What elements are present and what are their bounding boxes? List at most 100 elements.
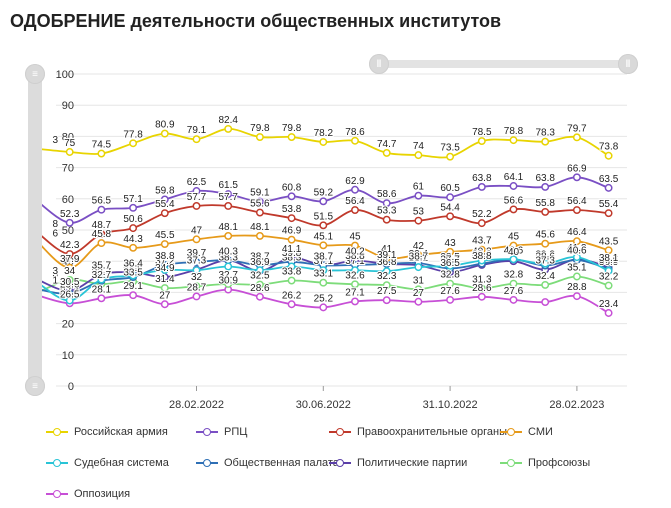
data-label: 57.7 bbox=[187, 192, 207, 203]
data-label: 37.1 bbox=[187, 256, 207, 267]
y-tick-label: 20 bbox=[62, 319, 74, 331]
data-label: 45 bbox=[508, 232, 520, 243]
series-3-point bbox=[129, 243, 138, 252]
data-label: 45.5 bbox=[155, 230, 175, 241]
vertical-range-scrollbar[interactable] bbox=[28, 70, 42, 388]
series-2-point bbox=[97, 230, 106, 239]
x-tick-label: 28.02.2023 bbox=[549, 399, 604, 411]
data-label: 40.3 bbox=[218, 246, 238, 257]
data-label: 41.1 bbox=[282, 244, 302, 255]
series-8-point bbox=[192, 292, 201, 301]
data-label: 32.3 bbox=[377, 271, 397, 282]
data-label: 40.2 bbox=[472, 247, 492, 258]
series-1-point bbox=[477, 182, 486, 191]
data-label: 39.8 bbox=[282, 248, 302, 259]
series-4-point bbox=[351, 266, 359, 275]
series-8-point bbox=[446, 295, 455, 304]
horizontal-range-handle-right[interactable]: ‖ bbox=[618, 54, 638, 74]
chart-title: ОДОБРЕНИЕ деятельности общественных инст… bbox=[10, 11, 502, 31]
data-label: 55.4 bbox=[599, 199, 619, 210]
series-8-point bbox=[160, 300, 169, 309]
series-1-point bbox=[382, 199, 391, 208]
legend-item[interactable]: Российская армия bbox=[46, 424, 168, 440]
series-0-point bbox=[129, 139, 138, 148]
data-label: 78.6 bbox=[345, 127, 365, 138]
vertical-range-handle-bottom[interactable]: ≡ bbox=[25, 376, 45, 396]
data-label: 51.5 bbox=[314, 211, 334, 222]
data-label: 36.4 bbox=[123, 258, 143, 269]
legend-item[interactable]: Правоохранительные органы bbox=[329, 424, 507, 440]
data-label: 63.8 bbox=[535, 173, 555, 184]
data-label: 35.7 bbox=[92, 261, 112, 272]
series-7-point bbox=[255, 280, 264, 289]
series-8-point bbox=[351, 297, 359, 306]
legend-item[interactable]: Политические партии bbox=[329, 455, 467, 471]
series-2-point bbox=[414, 216, 423, 225]
data-label: 82.4 bbox=[218, 115, 238, 126]
y-tick-label: 70 bbox=[62, 163, 74, 175]
data-label: 62.9 bbox=[345, 176, 365, 187]
data-label: 41 bbox=[381, 244, 393, 255]
data-label: 48.1 bbox=[250, 222, 270, 233]
series-2-point bbox=[509, 205, 518, 214]
data-label: 56.6 bbox=[504, 195, 524, 206]
legend-item[interactable]: Общественная палата bbox=[196, 455, 339, 471]
data-label: 26.2 bbox=[282, 290, 302, 301]
y-tick-label: 60 bbox=[62, 194, 74, 206]
data-label: 25.2 bbox=[314, 293, 334, 304]
data-label: 75 bbox=[64, 138, 76, 149]
data-label: 46.4 bbox=[567, 227, 587, 238]
data-label: 40.2 bbox=[345, 247, 365, 258]
data-label: 27.6 bbox=[504, 286, 524, 297]
legend-label: Судебная система bbox=[74, 457, 169, 469]
data-label: 35.1 bbox=[567, 262, 587, 273]
series-1-point bbox=[541, 182, 550, 191]
series-8-point bbox=[287, 300, 296, 309]
data-label: 46.9 bbox=[282, 226, 302, 237]
data-label: 35.4 bbox=[123, 262, 143, 273]
series-8-point bbox=[414, 297, 423, 306]
data-label: 52.2 bbox=[472, 209, 492, 220]
legend-item[interactable]: Судебная система bbox=[46, 455, 169, 471]
legend-item[interactable]: РПЦ bbox=[196, 424, 247, 440]
series-8-point bbox=[255, 292, 264, 301]
data-label: 60.8 bbox=[282, 182, 302, 193]
series-3-point bbox=[65, 263, 74, 272]
data-label: 38.7 bbox=[314, 251, 334, 262]
vertical-range-handle-top[interactable]: ≡ bbox=[25, 64, 45, 84]
data-label: 6 bbox=[52, 228, 58, 239]
series-4-point bbox=[129, 271, 138, 280]
legend-item[interactable]: Профсоюзы bbox=[500, 455, 590, 471]
data-label: 29.6 bbox=[60, 280, 80, 291]
data-label: 39.2 bbox=[472, 250, 492, 261]
data-label: 28.7 bbox=[187, 282, 207, 293]
data-label: 36.9 bbox=[599, 257, 619, 268]
data-label: 79.8 bbox=[282, 123, 302, 134]
data-label: 64.1 bbox=[504, 172, 524, 183]
data-label: 32 bbox=[191, 272, 203, 283]
data-label: 74 bbox=[413, 141, 425, 152]
series-0-point bbox=[541, 137, 550, 146]
legend-item[interactable]: Оппозиция bbox=[46, 486, 130, 502]
series-2-point bbox=[351, 206, 359, 214]
data-label: 36.9 bbox=[250, 257, 270, 268]
data-label: 1 bbox=[52, 275, 58, 286]
y-tick-label: 0 bbox=[68, 381, 74, 393]
horizontal-range-scrollbar[interactable] bbox=[378, 60, 628, 68]
series-7-point bbox=[319, 278, 328, 287]
series-3-point bbox=[287, 235, 296, 244]
data-label: 37.1 bbox=[345, 256, 365, 267]
data-label: 38.6 bbox=[535, 252, 555, 263]
horizontal-range-handle-left[interactable]: ‖ bbox=[369, 54, 389, 74]
data-label: 32.8 bbox=[440, 270, 460, 281]
legend-item[interactable]: СМИ bbox=[500, 424, 553, 440]
series-3-point bbox=[382, 254, 391, 263]
y-tick-label: 50 bbox=[62, 225, 74, 237]
data-label: 78.8 bbox=[504, 126, 524, 137]
series-2-point bbox=[604, 209, 613, 218]
legend-swatch bbox=[500, 458, 522, 468]
data-label: 42 bbox=[413, 241, 425, 252]
series-4-point bbox=[224, 262, 233, 271]
data-label: 3 bbox=[52, 269, 58, 280]
series-3-point bbox=[604, 246, 613, 255]
